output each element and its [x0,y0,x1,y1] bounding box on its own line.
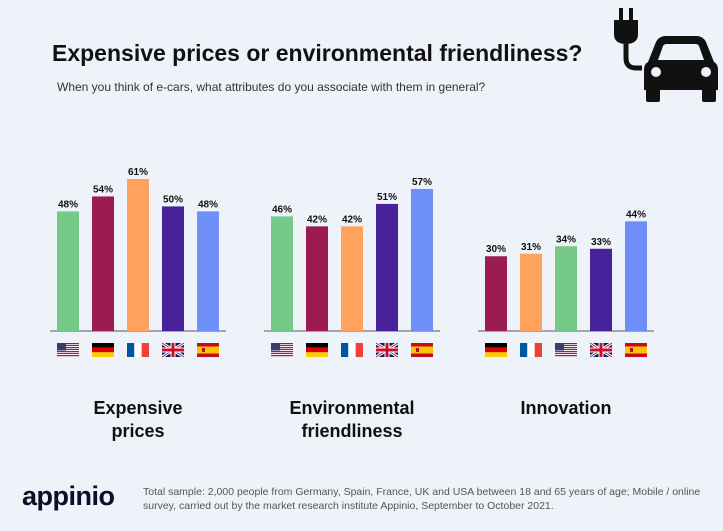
category-label-line: Expensive [93,398,183,418]
category-label-line: Innovation [520,398,612,418]
category-label-line: friendliness [301,421,403,441]
category-label-line: prices [111,421,165,441]
data-label: 57% [412,177,432,188]
data-label: 48% [58,199,78,210]
bar-germany [485,256,507,331]
bar-usa [57,211,79,331]
flag-france-icon [520,343,542,357]
bar-france [127,179,149,331]
flag-germany-icon [92,343,114,357]
data-label: 51% [377,192,397,203]
flag-spain-icon [625,343,647,357]
bar-germany [306,226,328,331]
flag-spain-icon [197,343,219,357]
data-label: 31% [521,242,541,253]
flag-usa-icon [271,343,293,357]
bar-uk [162,206,184,331]
appinio-logo: appinio [22,481,115,511]
category-label: Expensive prices [58,397,218,443]
flag-france-icon [341,343,363,357]
bar-uk [376,203,398,331]
data-label: 30% [486,244,506,255]
bar-usa [555,246,577,331]
bar-spain [411,188,433,331]
data-label: 46% [272,204,292,215]
data-label: 54% [93,184,113,195]
data-label: 34% [556,234,576,245]
data-label: 50% [163,194,183,205]
category-label: Environmental friendliness [272,397,432,443]
bar-germany [92,196,114,331]
chart-title: Expensive prices or environmental friend… [52,40,583,66]
data-label: 48% [198,199,218,210]
data-label: 42% [307,214,327,225]
flag-germany-icon [485,343,507,357]
data-label: 61% [128,167,148,178]
category-label-line: Environmental [289,398,415,418]
data-label: 33% [591,237,611,248]
bar-spain [625,221,647,331]
flag-uk-icon [589,341,613,359]
flag-spain-icon [411,343,433,357]
flag-usa-icon [555,343,577,357]
flag-uk-icon [375,341,399,359]
flag-germany-icon [306,343,328,357]
bar-france [520,253,542,331]
data-label: 42% [342,214,362,225]
flag-uk-icon [161,341,185,359]
flag-france-icon [127,343,149,357]
bar-france [341,226,363,331]
ev-car-plug-icon [614,8,718,102]
bar-uk [590,248,612,331]
category-label: Innovation [486,397,646,420]
chart-subtitle: When you think of e-cars, what attribute… [57,80,486,94]
footnote: Total sample: 2,000 people from Germany,… [143,486,701,512]
bar-usa [271,216,293,331]
data-label: 44% [626,209,646,220]
flag-usa-icon [57,343,79,357]
bar-spain [197,211,219,331]
